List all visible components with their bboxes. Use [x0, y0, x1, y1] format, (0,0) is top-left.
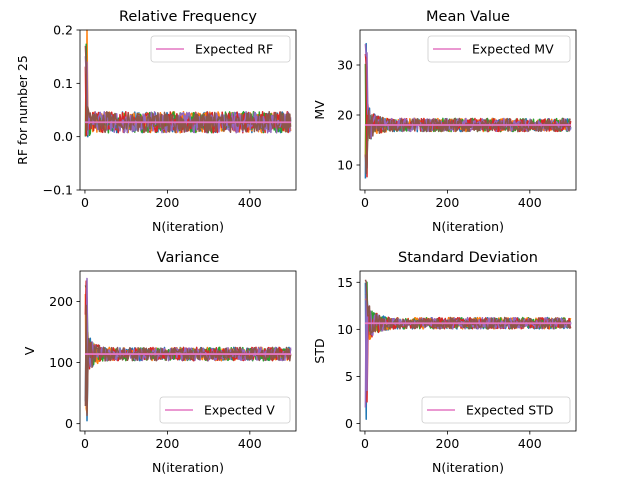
legend-label: Expected MV	[472, 42, 554, 57]
legend-box	[150, 35, 291, 63]
legend-box	[427, 35, 571, 63]
y-axis-label: V	[22, 346, 37, 355]
panel-mean-value: Mean Value 0 200 400 10 20 30 N(iteration) MV…	[312, 9, 577, 234]
legend-box	[421, 396, 571, 424]
y-tick-label: 0	[65, 416, 73, 431]
x-tick-label: 0	[361, 436, 369, 451]
x-tick-label: 400	[238, 436, 262, 451]
series-line	[364, 109, 571, 175]
x-axis-label: N(iteration)	[432, 460, 504, 475]
y-tick-label: 20	[337, 108, 353, 123]
panel-title: Mean Value	[426, 9, 510, 25]
y-tick-label: 10	[337, 158, 353, 173]
y-tick-label: 200	[49, 294, 73, 309]
panel-title: Standard Deviation	[398, 250, 538, 266]
y-tick-label: −0.1	[43, 183, 73, 198]
plot-area: 0 200 400 −0.1 0.0 0.1 0.2	[43, 23, 292, 210]
x-tick-label: 0	[361, 195, 369, 210]
series-line	[364, 279, 572, 336]
x-tick-label: 400	[238, 195, 262, 210]
axes-frame	[79, 270, 297, 432]
y-tick-label: 15	[337, 275, 353, 290]
legend: Expected RF	[150, 35, 291, 63]
panel-title: Relative Frequency	[119, 9, 257, 25]
y-axis-label: STD	[312, 338, 327, 363]
x-tick-label: 400	[518, 436, 542, 451]
x-tick-label: 200	[435, 436, 459, 451]
y-axis-label: MV	[312, 100, 327, 120]
legend-label: Expected V	[204, 403, 275, 418]
x-axis-label: N(iteration)	[152, 219, 224, 234]
x-axis-label: N(iteration)	[152, 460, 224, 475]
y-tick-label: 0.1	[53, 76, 73, 91]
x-tick-label: 0	[81, 436, 89, 451]
panel-standard-deviation: Standard Deviation 0 200 400 0 5 10 15 N(itera…	[312, 250, 577, 475]
panel-relative-frequency: Relative Frequency 0 200 400−0.10.00.10.2 …	[15, 9, 297, 234]
x-tick-label: 200	[155, 436, 179, 451]
legend: Expected MV	[427, 35, 571, 63]
legend-label: Expected RF	[195, 42, 273, 57]
plot-area: 0 200 400 0 5 10 15	[337, 275, 572, 451]
panel-variance: Variance 0 200 400 0 100 200 N(iteration) V E…	[22, 250, 297, 475]
x-tick-label: 0	[81, 195, 89, 210]
series-line	[84, 45, 292, 134]
axes-frame	[79, 29, 297, 191]
legend: Expected STD	[421, 396, 571, 424]
axes-frame	[359, 29, 577, 191]
axes-frame	[359, 270, 577, 432]
x-tick-label: 200	[155, 195, 179, 210]
y-tick-label: 10	[337, 322, 353, 337]
y-tick-label: 0.2	[53, 23, 73, 38]
legend-box	[159, 396, 291, 424]
y-tick-label: 0.0	[53, 129, 73, 144]
legend: Expected V	[159, 396, 291, 424]
plot-area: 0 200 400 10 20 30	[337, 42, 572, 210]
y-axis-label: RF for number 25	[15, 55, 30, 165]
legend-label: Expected STD	[466, 403, 554, 418]
x-tick-label: 400	[518, 195, 542, 210]
x-tick-label: 200	[435, 195, 459, 210]
x-axis-label: N(iteration)	[432, 219, 504, 234]
plot-area: 0 200 400 0 100 200	[49, 277, 292, 451]
y-tick-label: 100	[49, 355, 73, 370]
series-line	[84, 56, 292, 136]
panel-title: Variance	[157, 250, 220, 266]
y-tick-label: 0	[345, 416, 353, 431]
y-tick-label: 5	[345, 369, 353, 384]
y-tick-label: 30	[337, 58, 353, 73]
